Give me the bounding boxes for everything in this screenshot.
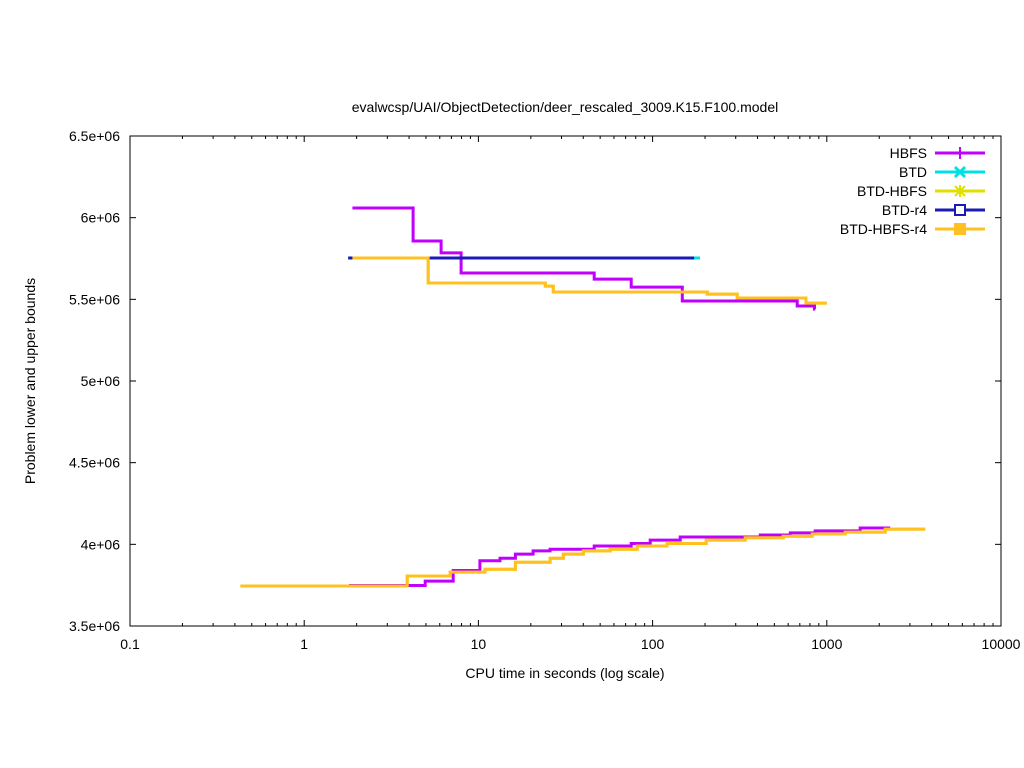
series-btd-hbfs-r4-upper-bound (352, 256, 827, 305)
y-tick-label: 6e+06 (81, 210, 121, 226)
legend-label-btd-r4: BTD-r4 (882, 202, 927, 218)
y-axis-label: Problem lower and upper bounds (22, 278, 38, 484)
series-hbfs-lower-bound (349, 526, 891, 587)
legend-label-btd-hbfs-r4: BTD-HBFS-r4 (840, 221, 927, 237)
legend-label-btd-hbfs: BTD-HBFS (857, 183, 927, 199)
x-tick-label: 10000 (982, 636, 1021, 652)
legend-marker-btd-hbfs-r4-icon (954, 223, 966, 235)
legend-label-hbfs: HBFS (890, 145, 927, 161)
series-btd-hbfs-upper-bound (352, 256, 827, 305)
legend-marker-btd-hbfs-icon (954, 185, 966, 197)
legend-label-btd: BTD (899, 164, 927, 180)
legend-marker-btd-icon (953, 165, 967, 179)
series-hbfs-upper-bound (352, 206, 816, 311)
plot-frame (129, 135, 1002, 627)
y-tick-label: 5.5e+06 (69, 291, 120, 307)
x-tick-label: 0.1 (120, 636, 140, 652)
legend-marker-hbfs-icon (954, 147, 966, 159)
x-axis-label: CPU time in seconds (log scale) (465, 665, 664, 681)
x-tick-label: 10 (471, 636, 487, 652)
x-tick-label: 100 (641, 636, 665, 652)
legend-marker-btd-r4-icon (954, 204, 966, 216)
y-tick-label: 4.5e+06 (69, 455, 120, 471)
y-tick-label: 4e+06 (81, 536, 121, 552)
x-tick-label: 1 (300, 636, 308, 652)
x-tick-label: 1000 (811, 636, 842, 652)
y-tick-label: 5e+06 (81, 373, 121, 389)
y-tick-label: 3.5e+06 (69, 618, 120, 634)
chart-title: evalwcsp/UAI/ObjectDetection/deer_rescal… (352, 99, 778, 115)
series-btd-hbfs-lower-bound (240, 527, 926, 588)
y-tick-label: 6.5e+06 (69, 128, 120, 144)
series-btd-hbfs-r4-lower-bound (240, 527, 926, 588)
